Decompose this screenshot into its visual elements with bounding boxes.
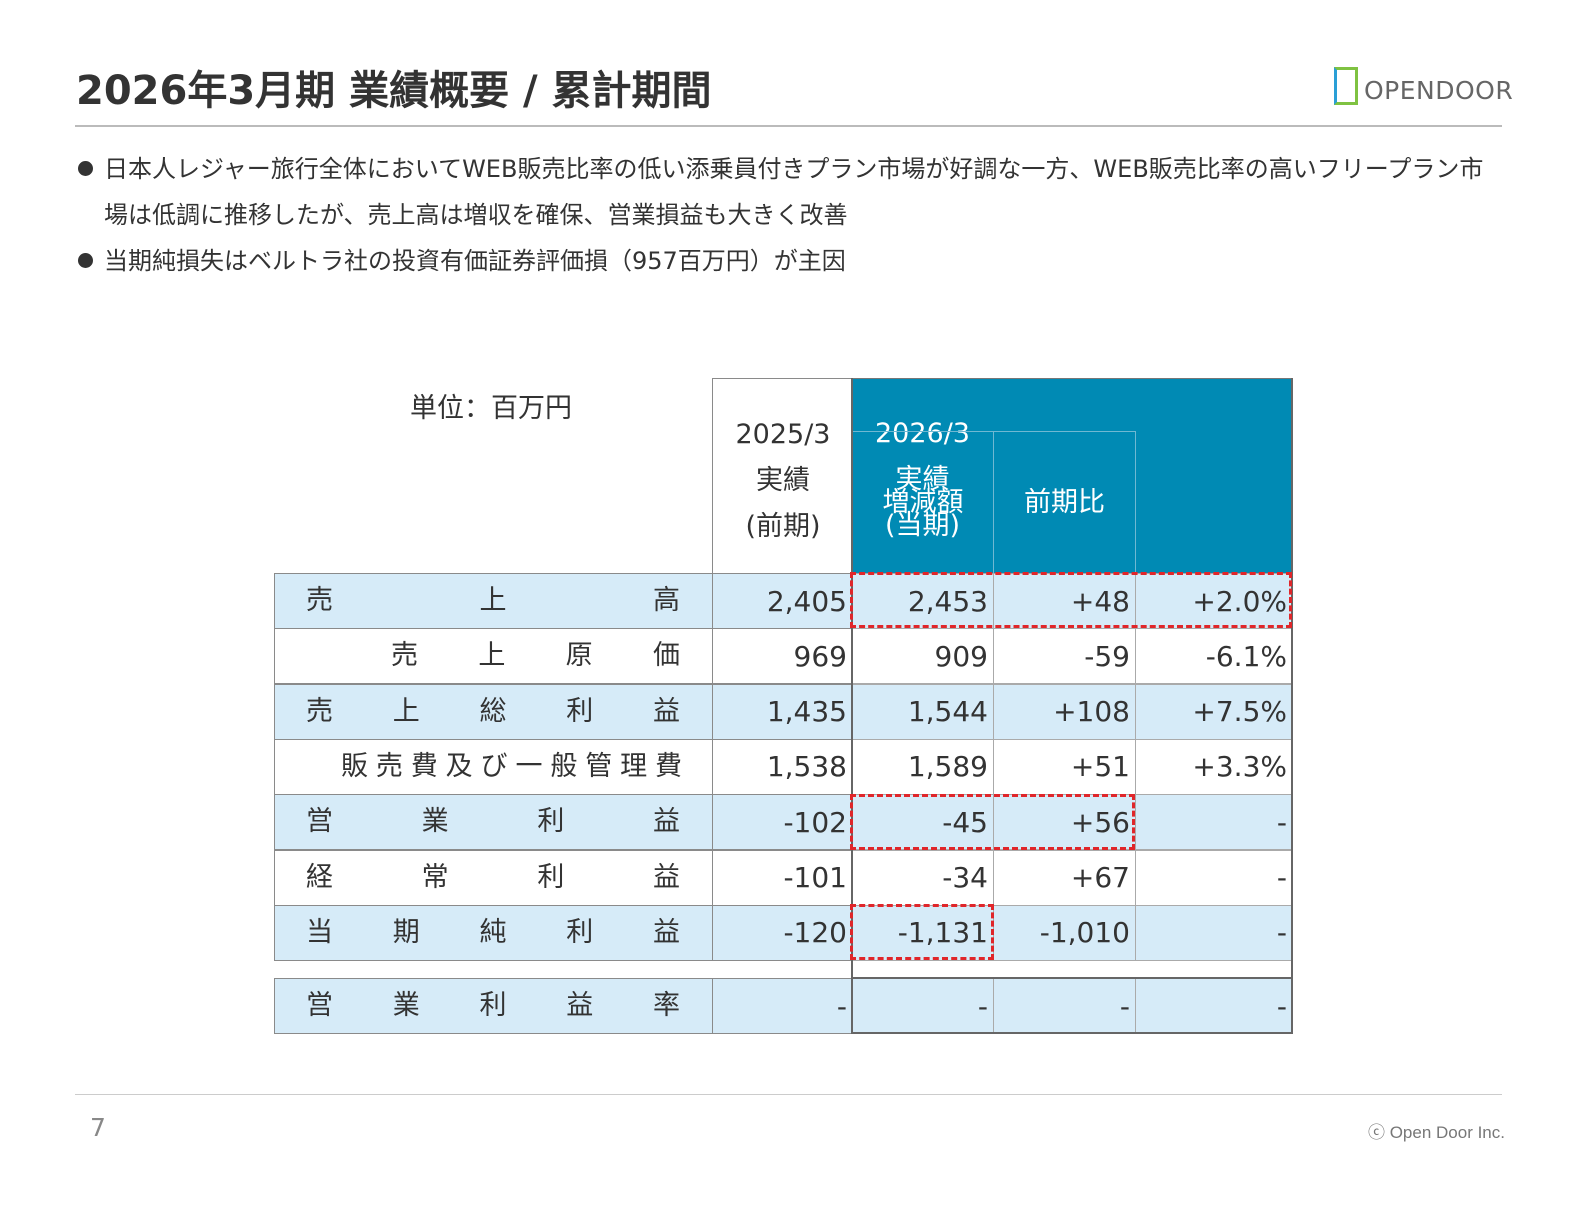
table-cell: -1,010 bbox=[993, 904, 1136, 961]
row-label: 売上高 bbox=[274, 573, 713, 629]
logo-icon bbox=[1334, 67, 1358, 105]
table-cell: - bbox=[993, 978, 1136, 1034]
bullet: 日本人レジャー旅行全体においてWEB販売比率の低い添乗員付きプラン市場が好調な一… bbox=[78, 146, 1488, 238]
table-cell: - bbox=[1135, 978, 1293, 1034]
header-line: 実績 bbox=[895, 464, 950, 495]
unit-label: 単位：百万円 bbox=[410, 393, 572, 424]
bullet-list: 日本人レジャー旅行全体においてWEB販売比率の低い添乗員付きプラン市場が好調な一… bbox=[78, 146, 1488, 284]
row-label: 営業利益率 bbox=[274, 978, 713, 1034]
table-cell: +51 bbox=[993, 738, 1136, 795]
page-number: 7 bbox=[90, 1113, 106, 1142]
highlight-box bbox=[850, 904, 994, 960]
bullet: 当期純損失はベルトラ社の投資有価証券評価損（957百万円）が主因 bbox=[78, 238, 1488, 284]
row-rule bbox=[852, 1032, 1293, 1034]
highlight-box bbox=[850, 794, 1135, 850]
row-label: 営業利益 bbox=[274, 794, 713, 851]
table-cell: -101 bbox=[712, 849, 853, 906]
table-cell: - bbox=[712, 978, 853, 1034]
header-line: 実績 bbox=[756, 464, 810, 496]
header-rule bbox=[75, 125, 1502, 127]
table-cell: +67 bbox=[993, 849, 1136, 906]
header-line: (当期) bbox=[884, 510, 961, 541]
header-line: 2025/3 bbox=[735, 418, 831, 450]
table-cell: 1,589 bbox=[852, 738, 994, 795]
header-line: 前期比 bbox=[1024, 487, 1105, 518]
table-cell: +108 bbox=[993, 683, 1136, 740]
table-cell: 969 bbox=[712, 628, 853, 685]
row-label: 経常利益 bbox=[274, 849, 713, 906]
copyright: ⓒ Open Door Inc. bbox=[1367, 1123, 1505, 1142]
table-cell: +56 bbox=[993, 794, 1136, 851]
column-divider bbox=[851, 378, 853, 1034]
title: 2026年3月期 業績概要 / 累計期間 bbox=[76, 68, 712, 114]
logo-text: OPENDOOR bbox=[1364, 76, 1514, 105]
table-cell: -102 bbox=[712, 794, 853, 851]
column-header: 増減額 bbox=[852, 431, 994, 574]
row-label: 販売費及び一般管理費 bbox=[274, 738, 713, 795]
header-line: (前期) bbox=[745, 510, 821, 542]
table-cell: - bbox=[1135, 794, 1293, 851]
table-cell: +2.0% bbox=[1135, 573, 1293, 629]
highlight-box bbox=[850, 572, 1292, 628]
table-cell: 1,544 bbox=[852, 683, 994, 740]
table-cell: -59 bbox=[993, 628, 1136, 685]
header-line: 増減額 bbox=[882, 487, 964, 518]
table-cell: -6.1% bbox=[1135, 628, 1293, 685]
table-cell: -120 bbox=[712, 904, 853, 961]
table-cell: - bbox=[1135, 904, 1293, 961]
table-cell: -34 bbox=[852, 849, 994, 906]
footer-rule bbox=[75, 1094, 1502, 1095]
column-header: 2026/3 実績 (当期) bbox=[852, 378, 993, 574]
table-cell: - bbox=[852, 978, 994, 1034]
column-header: 前期比 bbox=[993, 431, 1136, 574]
column-divider bbox=[1291, 378, 1293, 1034]
row-label: 当期純利益 bbox=[274, 904, 713, 961]
table-cell: 1,538 bbox=[712, 738, 853, 795]
table-cell: +48 bbox=[993, 573, 1136, 629]
table-cell: +7.5% bbox=[1135, 683, 1293, 740]
table-cell: -45 bbox=[852, 794, 994, 851]
table-cell: 2,405 bbox=[712, 573, 853, 629]
table-cell: 1,435 bbox=[712, 683, 853, 740]
table-cell: 909 bbox=[852, 628, 994, 685]
header-line: 2026/3 bbox=[875, 418, 970, 449]
table-cell: +3.3% bbox=[1135, 738, 1293, 795]
row-rule bbox=[852, 977, 1293, 979]
header-band bbox=[852, 378, 1293, 574]
table-cell: 2,453 bbox=[852, 573, 994, 629]
table-cell: -1,131 bbox=[852, 904, 994, 961]
row-label: 売上原価 bbox=[274, 628, 713, 685]
table-cell: - bbox=[1135, 849, 1293, 906]
row-label: 売上総利益 bbox=[274, 683, 713, 740]
column-header: 2025/3 実績 (前期) bbox=[712, 378, 853, 574]
